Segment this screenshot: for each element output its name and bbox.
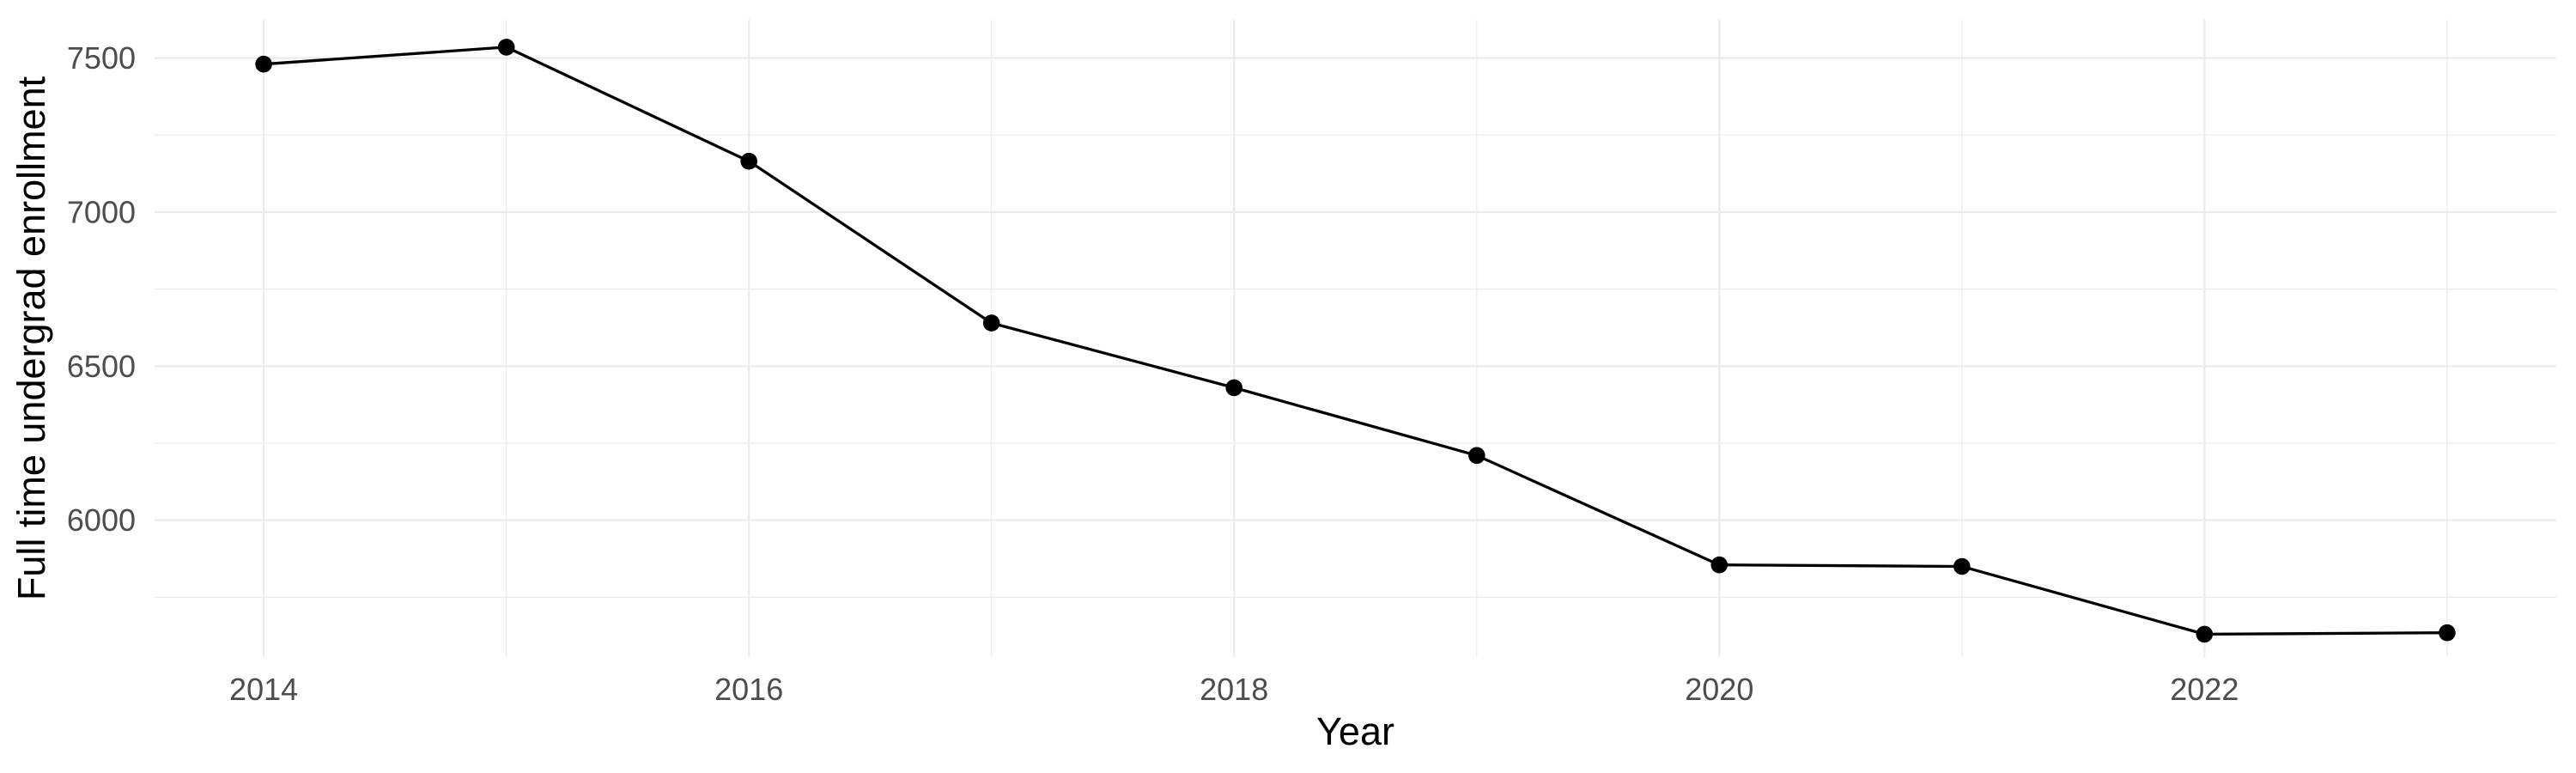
data-point [2439,624,2456,642]
data-point [1468,447,1485,465]
x-axis-title: Year [1316,709,1394,753]
gridlines-minor [155,20,2556,657]
x-tick-label: 2018 [1200,672,1268,707]
data-point [2196,625,2214,643]
data-point [1225,379,1242,397]
data-point [497,39,515,56]
y-tick-label: 7500 [67,40,136,76]
y-axis-title: Full time undergrad enrollment [9,76,53,600]
data-point [1953,557,1971,575]
data-point [740,152,757,170]
y-tick-label: 6000 [67,502,136,538]
data-points [255,39,2456,643]
data-point [1710,556,1728,574]
gridlines-major [155,20,2556,657]
x-tick-label: 2014 [229,672,298,707]
x-tick-label: 2016 [714,672,783,707]
trend-line [263,46,2447,636]
y-tick-label: 6500 [67,349,136,384]
data-point [982,314,1000,332]
y-tick-label: 7000 [67,194,136,229]
data-point [255,55,272,73]
y-tick-labels: 6000 6500 7000 7500 [67,40,136,538]
x-tick-labels: 2014 2016 2018 2020 2022 [229,672,2239,707]
x-tick-label: 2022 [2170,672,2239,707]
x-tick-label: 2020 [1685,672,1753,707]
